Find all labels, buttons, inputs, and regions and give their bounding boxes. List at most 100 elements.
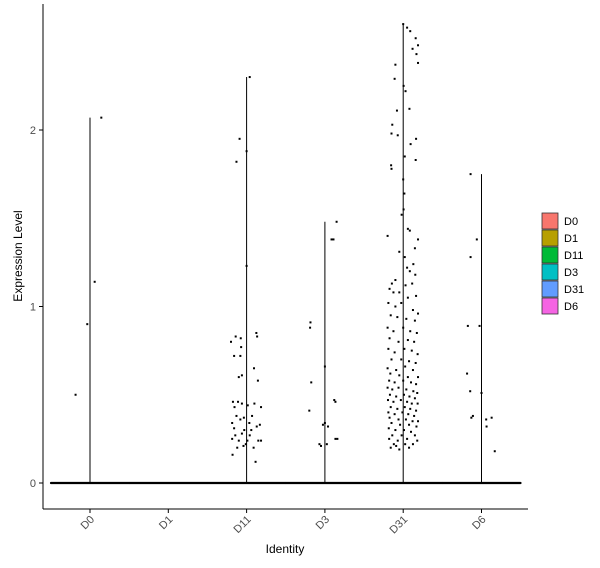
data-point [255, 331, 258, 334]
legend-label: D0 [564, 216, 578, 228]
data-point [395, 369, 398, 372]
data-point [408, 395, 411, 398]
data-point [402, 178, 405, 181]
data-point [242, 416, 245, 419]
data-point [471, 414, 474, 417]
data-point [327, 425, 330, 428]
data-point [260, 406, 263, 409]
data-point [400, 434, 403, 437]
data-point [485, 425, 488, 428]
data-point [404, 443, 407, 446]
data-point [248, 76, 251, 79]
data-point [411, 420, 414, 423]
data-point [235, 160, 238, 163]
axes: 0 1 2 D0 D1 D11 D3 D31 D6 [30, 4, 528, 536]
data-point [234, 434, 237, 437]
data-point [392, 400, 395, 403]
data-point [386, 367, 389, 370]
data-point [470, 416, 473, 419]
data-point [402, 379, 405, 382]
data-point [392, 330, 395, 333]
data-point [404, 90, 407, 93]
data-point [412, 390, 415, 393]
legend-swatch [541, 280, 559, 298]
data-point [234, 335, 237, 338]
data-point [485, 418, 488, 421]
data-point [406, 296, 409, 299]
data-point [409, 30, 412, 33]
legend-swatch [541, 263, 559, 281]
data-point [413, 414, 416, 417]
data-point [388, 287, 391, 290]
data-point [413, 247, 416, 250]
data-point [410, 430, 412, 433]
data-point [415, 383, 418, 386]
data-point [406, 400, 409, 403]
x-tick-label: D0 [79, 514, 97, 532]
data-point [248, 421, 251, 424]
data-point [246, 439, 249, 442]
data-point [414, 159, 417, 162]
data-point [417, 420, 420, 423]
legend-swatch [541, 212, 559, 230]
data-point [396, 316, 399, 319]
data-point [233, 354, 236, 357]
data-point [239, 337, 242, 340]
data-point [406, 26, 409, 29]
x-tick-label: D6 [470, 514, 488, 532]
data-point [403, 256, 406, 259]
data-point [390, 282, 393, 285]
y-tick-label: 1 [30, 302, 36, 314]
data-point [250, 429, 253, 432]
legend-label: D1 [564, 233, 578, 245]
data-point [309, 326, 312, 329]
data-point [398, 374, 401, 377]
data-point [386, 386, 389, 389]
legend-label: D11 [564, 250, 583, 262]
data-point [391, 388, 394, 391]
data-point [405, 317, 408, 320]
x-tick-label: D1 [157, 514, 175, 532]
data-point [402, 208, 405, 211]
data-point [480, 391, 483, 394]
data-point [386, 399, 389, 402]
violin-group-D6 [441, 173, 522, 485]
data-point [400, 301, 403, 304]
data-point [395, 395, 398, 398]
data-point [93, 280, 96, 283]
data-point [240, 432, 243, 435]
data-point [231, 400, 234, 403]
data-point [394, 305, 397, 308]
data-point [392, 291, 395, 294]
data-point [231, 453, 234, 456]
data-point [390, 132, 393, 135]
data-point [255, 425, 258, 428]
data-point [417, 44, 420, 47]
data-point [244, 443, 247, 446]
data-point [231, 421, 234, 424]
data-point [253, 402, 256, 405]
data-point [388, 393, 391, 396]
data-point [308, 409, 311, 412]
data-point [391, 123, 394, 126]
data-point [396, 134, 399, 137]
data-point [478, 324, 481, 327]
data-point [469, 256, 472, 259]
data-point [243, 429, 246, 432]
data-point [416, 402, 419, 405]
data-point [390, 421, 393, 424]
data-point [74, 393, 77, 396]
data-point [240, 346, 243, 349]
data-point [388, 416, 391, 419]
y-tick-label: 2 [30, 125, 36, 137]
data-point [236, 446, 239, 449]
data-point [417, 61, 420, 64]
data-point [398, 291, 401, 294]
data-point [397, 418, 400, 421]
data-point [416, 391, 419, 394]
data-point [388, 437, 391, 440]
data-point [469, 390, 472, 393]
data-point [415, 137, 418, 140]
data-point [411, 282, 414, 285]
